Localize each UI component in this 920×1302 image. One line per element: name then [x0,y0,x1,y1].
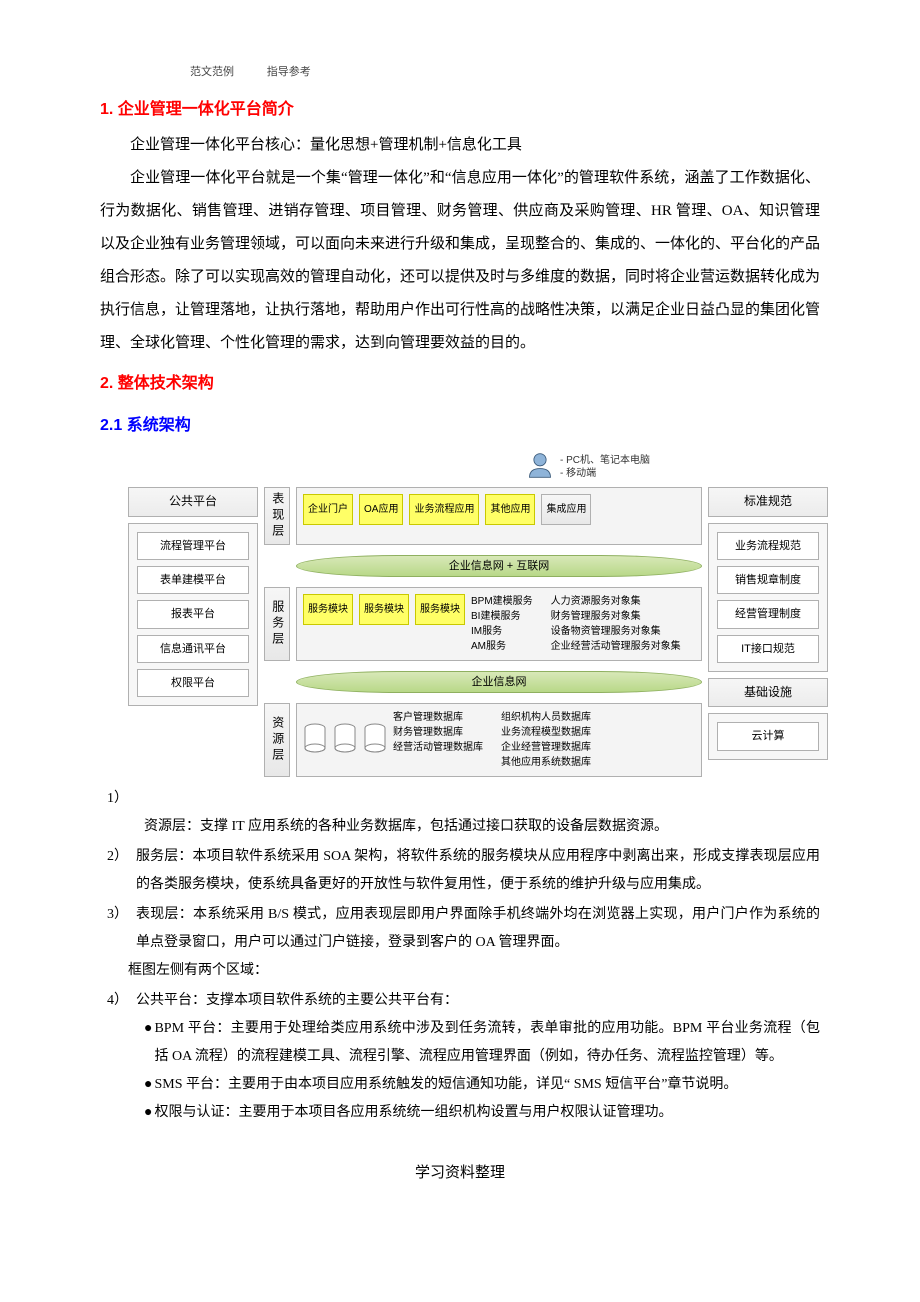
right-stack-2: 云计算 [708,713,828,759]
resource-text: 客户管理数据库 财务管理数据库 经营活动管理数据库 组织机构人员数据库 业务流程… [393,710,695,770]
client-l1: - PC机、笔记本电脑 [560,454,650,467]
meta-right: 指导参考 [267,66,311,78]
right-stack-1: 业务流程规范 销售规章制度 经营管理制度 IT接口规范 [708,523,828,672]
bullet-3-text: 权限与认证：主要用于本项目各应用系统统一组织机构设置与用户权限认证管理功。 [154,1099,820,1127]
right-item: 经营管理制度 [717,600,819,628]
right-item: IT接口规范 [717,635,819,663]
bullet-icon: ● [144,1099,152,1127]
right-item: 销售规章制度 [717,566,819,594]
section-2-heading: 2. 整体技术架构 [100,366,820,401]
present-box: 企业门户 [303,494,353,525]
architecture-diagram: - PC机、笔记本电脑 - 移动端 公共平台 流程管理平台 表单建模平台 报表平… [128,451,828,777]
layer-description-list: 1） 资源层：支撑 IT 应用系统的各种业务数据库，包括通过接口获取的设备层数据… [100,785,820,1127]
svc-c2: 人力资源服务对象集 [551,594,681,609]
database-icon [303,723,327,757]
client-row: - PC机、笔记本电脑 - 移动端 [348,451,828,483]
resource-label: 资源层 [264,703,290,777]
left-title: 公共平台 [128,487,258,517]
list-item-2: 2） 服务层：本项目软件系统采用 SOA 架构，将软件系统的服务模块从应用程序中… [100,843,820,899]
resource-layer: 资源层 客户管理数据库 财务管理数据库 [264,703,702,777]
right-title-2: 基础设施 [708,678,828,708]
service-box: 服务模块 [359,594,409,625]
left-item: 权限平台 [137,669,249,697]
num-4: 4） [100,987,128,1015]
list-item-4: 4） 公共平台：支撑本项目软件系统的主要公共平台有： [100,987,820,1015]
res-c2: 组织机构人员数据库 [501,710,591,725]
num-3: 3） [100,901,128,957]
client-text: - PC机、笔记本电脑 - 移动端 [560,454,650,480]
list-item-3: 3） 表现层：本系统采用 B/S 模式，应用表现层即用户界面除手机终端外均在浏览… [100,901,820,957]
service-layer: 服务层 服务模块 服务模块 服务模块 BPM建模服务 BI建模服务 IM服务 A… [264,587,702,661]
network-band-1: 企业信息网 + 互联网 [296,555,702,577]
present-box: 其他应用 [485,494,535,525]
service-label: 服务层 [264,587,290,661]
left-item: 信息通讯平台 [137,635,249,663]
right-item: 云计算 [717,722,819,750]
left-item: 流程管理平台 [137,532,249,560]
res-c1: 经营活动管理数据库 [393,740,483,755]
res-c2: 企业经营管理数据库 [501,740,591,755]
item-3-text: 表现层：本系统采用 B/S 模式，应用表现层即用户界面除手机终端外均在浏览器上实… [136,901,820,957]
s1-p2: 企业管理一体化平台就是一个集“管理一体化”和“信息应用一体化”的管理软件系统，涵… [100,162,820,360]
client-l2: - 移动端 [560,467,650,480]
service-box: 服务模块 [303,594,353,625]
bullet-1: ● BPM 平台：主要用于处理给类应用系统中涉及到任务流转，表单审批的应用功能。… [144,1015,820,1071]
num-1: 1） [100,785,128,813]
svc-c1: BPM建模服务 [471,594,533,609]
service-box: 服务模块 [415,594,465,625]
bullet-1-text: BPM 平台：主要用于处理给类应用系统中涉及到任务流转，表单审批的应用功能。BP… [154,1015,820,1071]
bullet-icon: ● [144,1071,152,1099]
database-icon [363,723,387,757]
right-title-1: 标准规范 [708,487,828,517]
svc-c2: 企业经营活动管理服务对象集 [551,639,681,654]
middle-column: 表现层 企业门户 OA应用 业务流程应用 其他应用 集成应用 企业信息网 + 互… [264,487,702,777]
section-1-heading: 1. 企业管理一体化平台简介 [100,92,820,127]
right-column: 标准规范 业务流程规范 销售规章制度 经营管理制度 IT接口规范 基础设施 云计… [708,487,828,760]
item-2-text: 服务层：本项目软件系统采用 SOA 架构，将软件系统的服务模块从应用程序中剥离出… [136,843,820,899]
presentation-layer: 表现层 企业门户 OA应用 业务流程应用 其他应用 集成应用 [264,487,702,545]
present-label: 表现层 [264,487,290,545]
left-column: 公共平台 流程管理平台 表单建模平台 报表平台 信息通讯平台 权限平台 [128,487,258,706]
meta-left: 范文范例 [190,66,234,78]
page-footer: 学习资料整理 [100,1157,820,1190]
bullet-2-text: SMS 平台：主要用于由本项目应用系统触发的短信通知功能，详见“ SMS 短信平… [154,1071,820,1099]
present-box: 业务流程应用 [409,494,479,525]
section-2-1-heading: 2.1 系统架构 [100,408,820,443]
present-box: OA应用 [359,494,403,525]
bullet-3: ● 权限与认证：主要用于本项目各应用系统统一组织机构设置与用户权限认证管理功。 [144,1099,820,1127]
svc-c1: IM服务 [471,624,533,639]
res-c1: 客户管理数据库 [393,710,483,725]
bullet-2: ● SMS 平台：主要用于由本项目应用系统触发的短信通知功能，详见“ SMS 短… [144,1071,820,1099]
s1-p1: 企业管理一体化平台核心：量化思想+管理机制+信息化工具 [100,129,820,162]
left-item: 表单建模平台 [137,566,249,594]
bullet-icon: ● [144,1015,152,1071]
item-4-text: 公共平台：支撑本项目软件系统的主要公共平台有： [136,987,820,1015]
service-text: BPM建模服务 BI建模服务 IM服务 AM服务 人力资源服务对象集 财务管理服… [471,594,695,654]
mid-note: 框图左侧有两个区域： [128,957,820,985]
database-icon [333,723,357,757]
svc-c2: 财务管理服务对象集 [551,609,681,624]
user-icon [526,451,554,483]
svc-c1: AM服务 [471,639,533,654]
item-1-text: 资源层：支撑 IT 应用系统的各种业务数据库，包括通过接口获取的设备层数据资源。 [144,813,820,841]
num-2: 2） [100,843,128,899]
left-item: 报表平台 [137,600,249,628]
res-c1: 财务管理数据库 [393,725,483,740]
right-item: 业务流程规范 [717,532,819,560]
res-c2: 业务流程模型数据库 [501,725,591,740]
network-band-2: 企业信息网 [296,671,702,693]
svc-c2: 设备物资管理服务对象集 [551,624,681,639]
present-box: 集成应用 [541,494,591,525]
res-c2: 其他应用系统数据库 [501,755,591,770]
header-meta: 范文范例 指导参考 [190,60,820,84]
list-item-1: 1） [100,785,820,813]
left-stack: 流程管理平台 表单建模平台 报表平台 信息通讯平台 权限平台 [128,523,258,706]
svc-c1: BI建模服务 [471,609,533,624]
